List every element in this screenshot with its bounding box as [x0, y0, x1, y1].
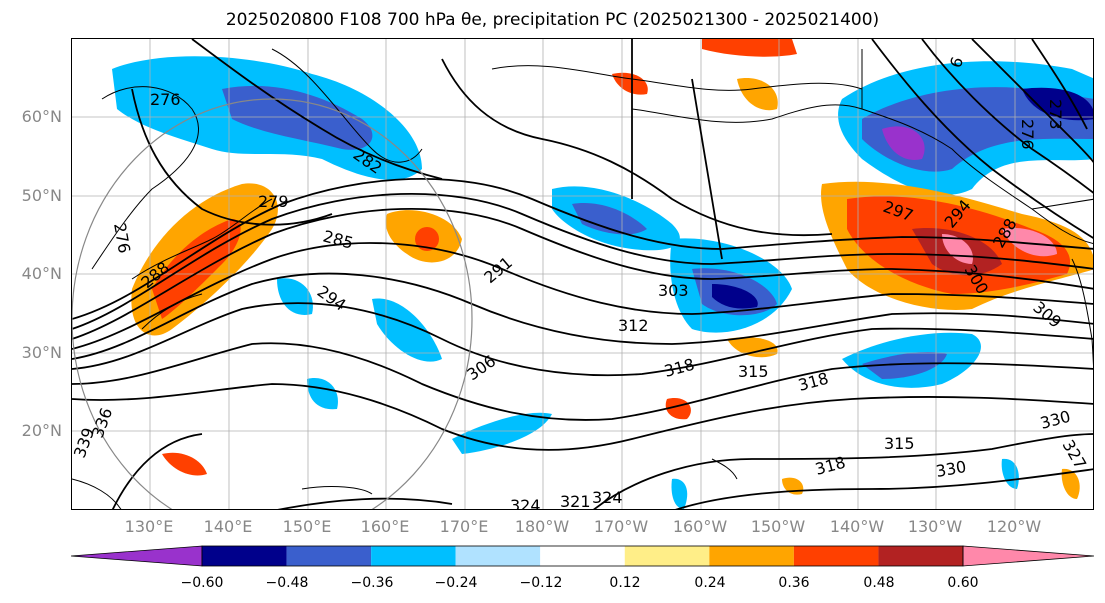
- colorbar-outline: [201, 545, 964, 567]
- colorbar-segment: [202, 546, 287, 566]
- colorbar-tick: −0.12: [519, 575, 563, 591]
- contour-label: 285: [321, 227, 355, 253]
- lon-label-140w: 140°W: [829, 517, 885, 536]
- colorbar-segments: [70, 545, 1095, 567]
- contour-label: 327: [1059, 437, 1091, 473]
- contour-label: 330: [934, 457, 967, 481]
- lon-label-140e: 140°E: [203, 517, 253, 536]
- lon-label-160w: 160°W: [672, 517, 728, 536]
- lon-label-160e: 160°E: [360, 517, 410, 536]
- reference-circle: [72, 98, 473, 509]
- contour-label: 318: [662, 355, 696, 381]
- colorbar: [70, 545, 1095, 571]
- colorbar-tick: 0.48: [863, 575, 895, 591]
- lon-label-130w: 130°W: [907, 517, 963, 536]
- colorbar-segment: [878, 546, 963, 566]
- lon-label-150w: 150°W: [750, 517, 806, 536]
- contour-label: 273: [1046, 99, 1065, 130]
- colorbar-tick: 0.24: [694, 575, 726, 591]
- lat-label-30n: 30°N: [21, 343, 62, 362]
- map-panel[interactable]: 276 282 276 279 285 288 291 294 303 312 …: [71, 38, 1094, 510]
- colorbar-tick: 0.12: [609, 575, 641, 591]
- contour-label: 312: [618, 316, 649, 335]
- contour-label: 276: [150, 90, 181, 109]
- contour-label: 279: [258, 192, 289, 211]
- lon-label-170e: 170°E: [439, 517, 489, 536]
- contour-label: 330: [1038, 407, 1072, 433]
- contour-label: 315: [884, 434, 915, 453]
- colorbar-extend-low: [70, 545, 203, 567]
- lon-label-120w: 120°W: [986, 517, 1042, 536]
- map-title: 2025020800 F108 700 hPa θe, precipitatio…: [225, 10, 880, 30]
- contour-label: 315: [738, 362, 769, 381]
- colorbar-segment: [371, 546, 456, 566]
- contour-label: 318: [813, 453, 847, 479]
- contour-label: 324: [510, 496, 541, 510]
- shade-kamchatka-core: [222, 85, 373, 150]
- lat-label-60n: 60°N: [21, 107, 62, 126]
- shade-japan-core: [152, 219, 241, 319]
- lon-label-180w: 180°W: [514, 517, 570, 536]
- contour-label: 291: [480, 253, 516, 287]
- contour-label: 339: [72, 425, 98, 460]
- contour-label: 294: [314, 282, 350, 315]
- colorbar-tick: −0.36: [350, 575, 394, 591]
- colorbar-segment: [540, 546, 625, 566]
- colorbar-tick: 0.36: [778, 575, 810, 591]
- colorbar-tick: −0.24: [434, 575, 478, 591]
- colorbar-tick: 0.60: [947, 575, 979, 591]
- contour-label: 309: [1029, 298, 1065, 332]
- theta-e-contours: [72, 39, 1093, 509]
- colorbar-segment: [286, 546, 372, 566]
- contour-label: 321: [560, 492, 591, 510]
- lat-label-50n: 50°N: [21, 186, 62, 205]
- colorbar-segment: [793, 546, 879, 566]
- lon-label-170w: 170°W: [593, 517, 649, 536]
- contour-label: 276: [110, 221, 134, 254]
- contour-label: 324: [592, 488, 623, 507]
- colorbar-segment: [624, 546, 710, 566]
- contour-label: 276: [1018, 119, 1037, 150]
- colorbar-tick: −0.60: [180, 575, 224, 591]
- map-canvas: 276 282 276 279 285 288 291 294 303 312 …: [72, 39, 1093, 510]
- colorbar-segment: [455, 546, 541, 566]
- contour-label: 303: [658, 281, 689, 300]
- precip-anomaly-shading: [112, 39, 1093, 509]
- lat-label-40n: 40°N: [21, 264, 62, 283]
- colorbar-tick: −0.48: [265, 575, 309, 591]
- colorbar-segment: [709, 546, 794, 566]
- contour-label: 318: [796, 369, 830, 395]
- colorbar-extend-high: [962, 545, 1095, 567]
- lat-label-20n: 20°N: [21, 421, 62, 440]
- lon-label-130e: 130°E: [124, 517, 174, 536]
- lon-label-150e: 150°E: [282, 517, 332, 536]
